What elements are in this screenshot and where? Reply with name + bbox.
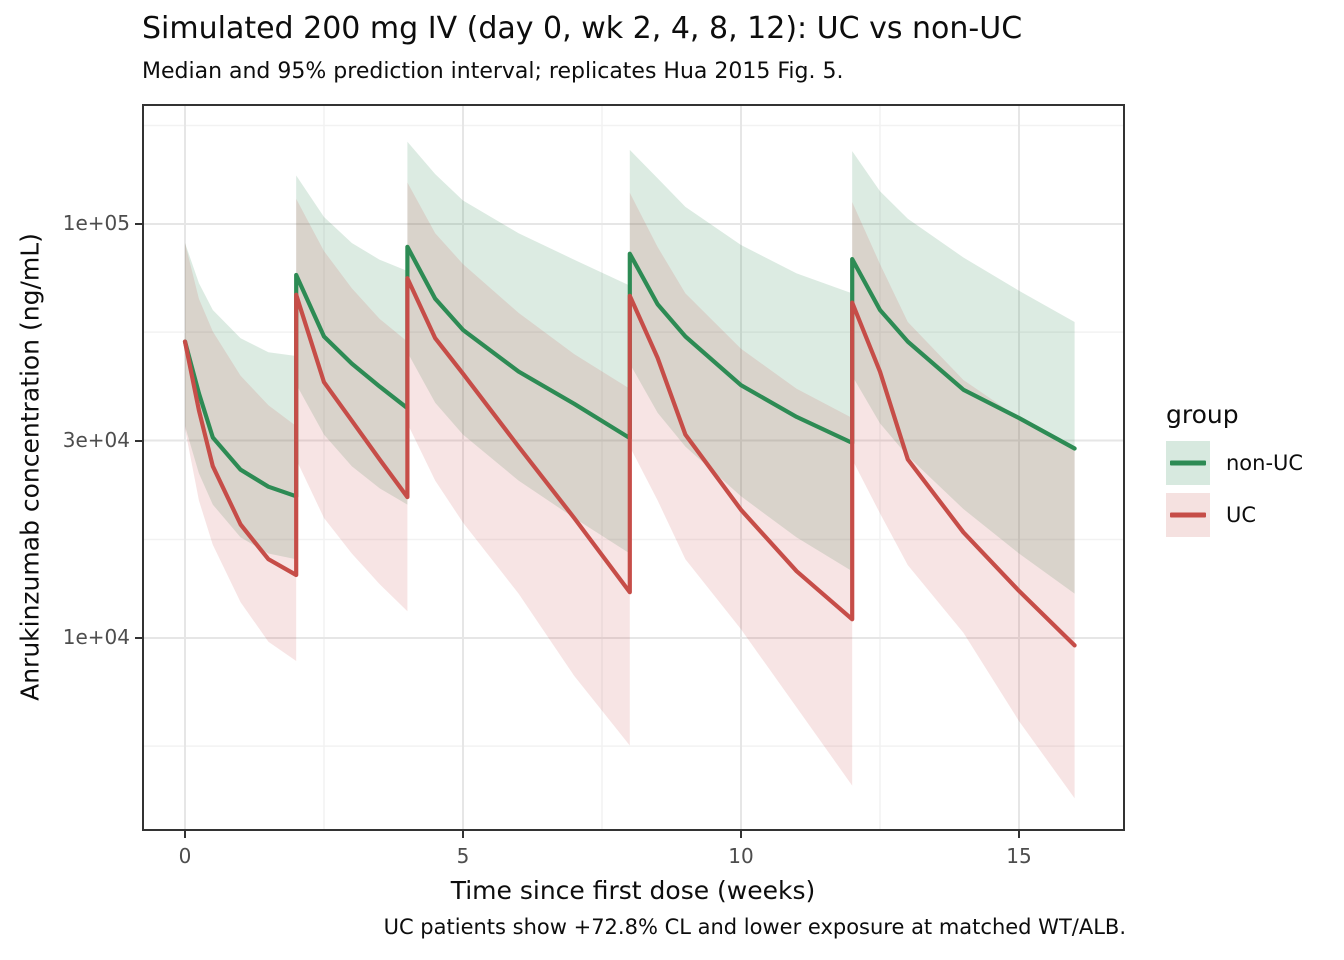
y-axis-title: Anrukinzumab concentration (ng/mL) bbox=[15, 233, 45, 701]
legend-label-uc: UC bbox=[1226, 503, 1257, 527]
x-tick-label: 0 bbox=[178, 844, 192, 868]
x-tick-label: 10 bbox=[728, 844, 754, 868]
legend: group non-UC UC bbox=[1166, 400, 1303, 545]
legend-key-line-non-uc bbox=[1170, 460, 1206, 466]
plot-panel bbox=[142, 104, 1125, 831]
panel-border bbox=[142, 104, 1125, 831]
legend-item-uc: UC bbox=[1166, 493, 1303, 537]
legend-item-non-uc: non-UC bbox=[1166, 441, 1303, 485]
plot-title: Simulated 200 mg IV (day 0, wk 2, 4, 8, … bbox=[142, 11, 1023, 46]
plot-caption: UC patients show +72.8% CL and lower exp… bbox=[383, 915, 1126, 939]
plot-subtitle: Median and 95% prediction interval; repl… bbox=[142, 59, 844, 84]
legend-title: group bbox=[1166, 400, 1239, 429]
x-tick-mark bbox=[184, 831, 186, 838]
legend-label-non-uc: non-UC bbox=[1226, 451, 1304, 475]
x-tick-label: 5 bbox=[456, 844, 470, 868]
legend-key-line-uc bbox=[1170, 512, 1206, 518]
y-tick-mark bbox=[135, 223, 142, 226]
x-tick-mark bbox=[462, 831, 464, 838]
x-tick-label: 15 bbox=[1006, 844, 1032, 868]
legend-key-non-uc bbox=[1166, 441, 1210, 485]
x-tick-mark bbox=[1018, 831, 1020, 838]
median-line-UC bbox=[182, 276, 1077, 648]
y-tick-mark bbox=[135, 439, 142, 442]
y-tick-label: 1e+04 bbox=[62, 625, 130, 650]
legend-key-uc bbox=[1166, 493, 1210, 537]
x-tick-mark bbox=[740, 831, 742, 838]
median-line-non-UC bbox=[182, 244, 1077, 499]
x-axis-title: Time since first dose (weeks) bbox=[450, 876, 816, 905]
y-tick-label: 1e+05 bbox=[62, 211, 130, 236]
y-tick-label: 3e+04 bbox=[62, 427, 130, 452]
y-tick-mark bbox=[135, 637, 142, 640]
